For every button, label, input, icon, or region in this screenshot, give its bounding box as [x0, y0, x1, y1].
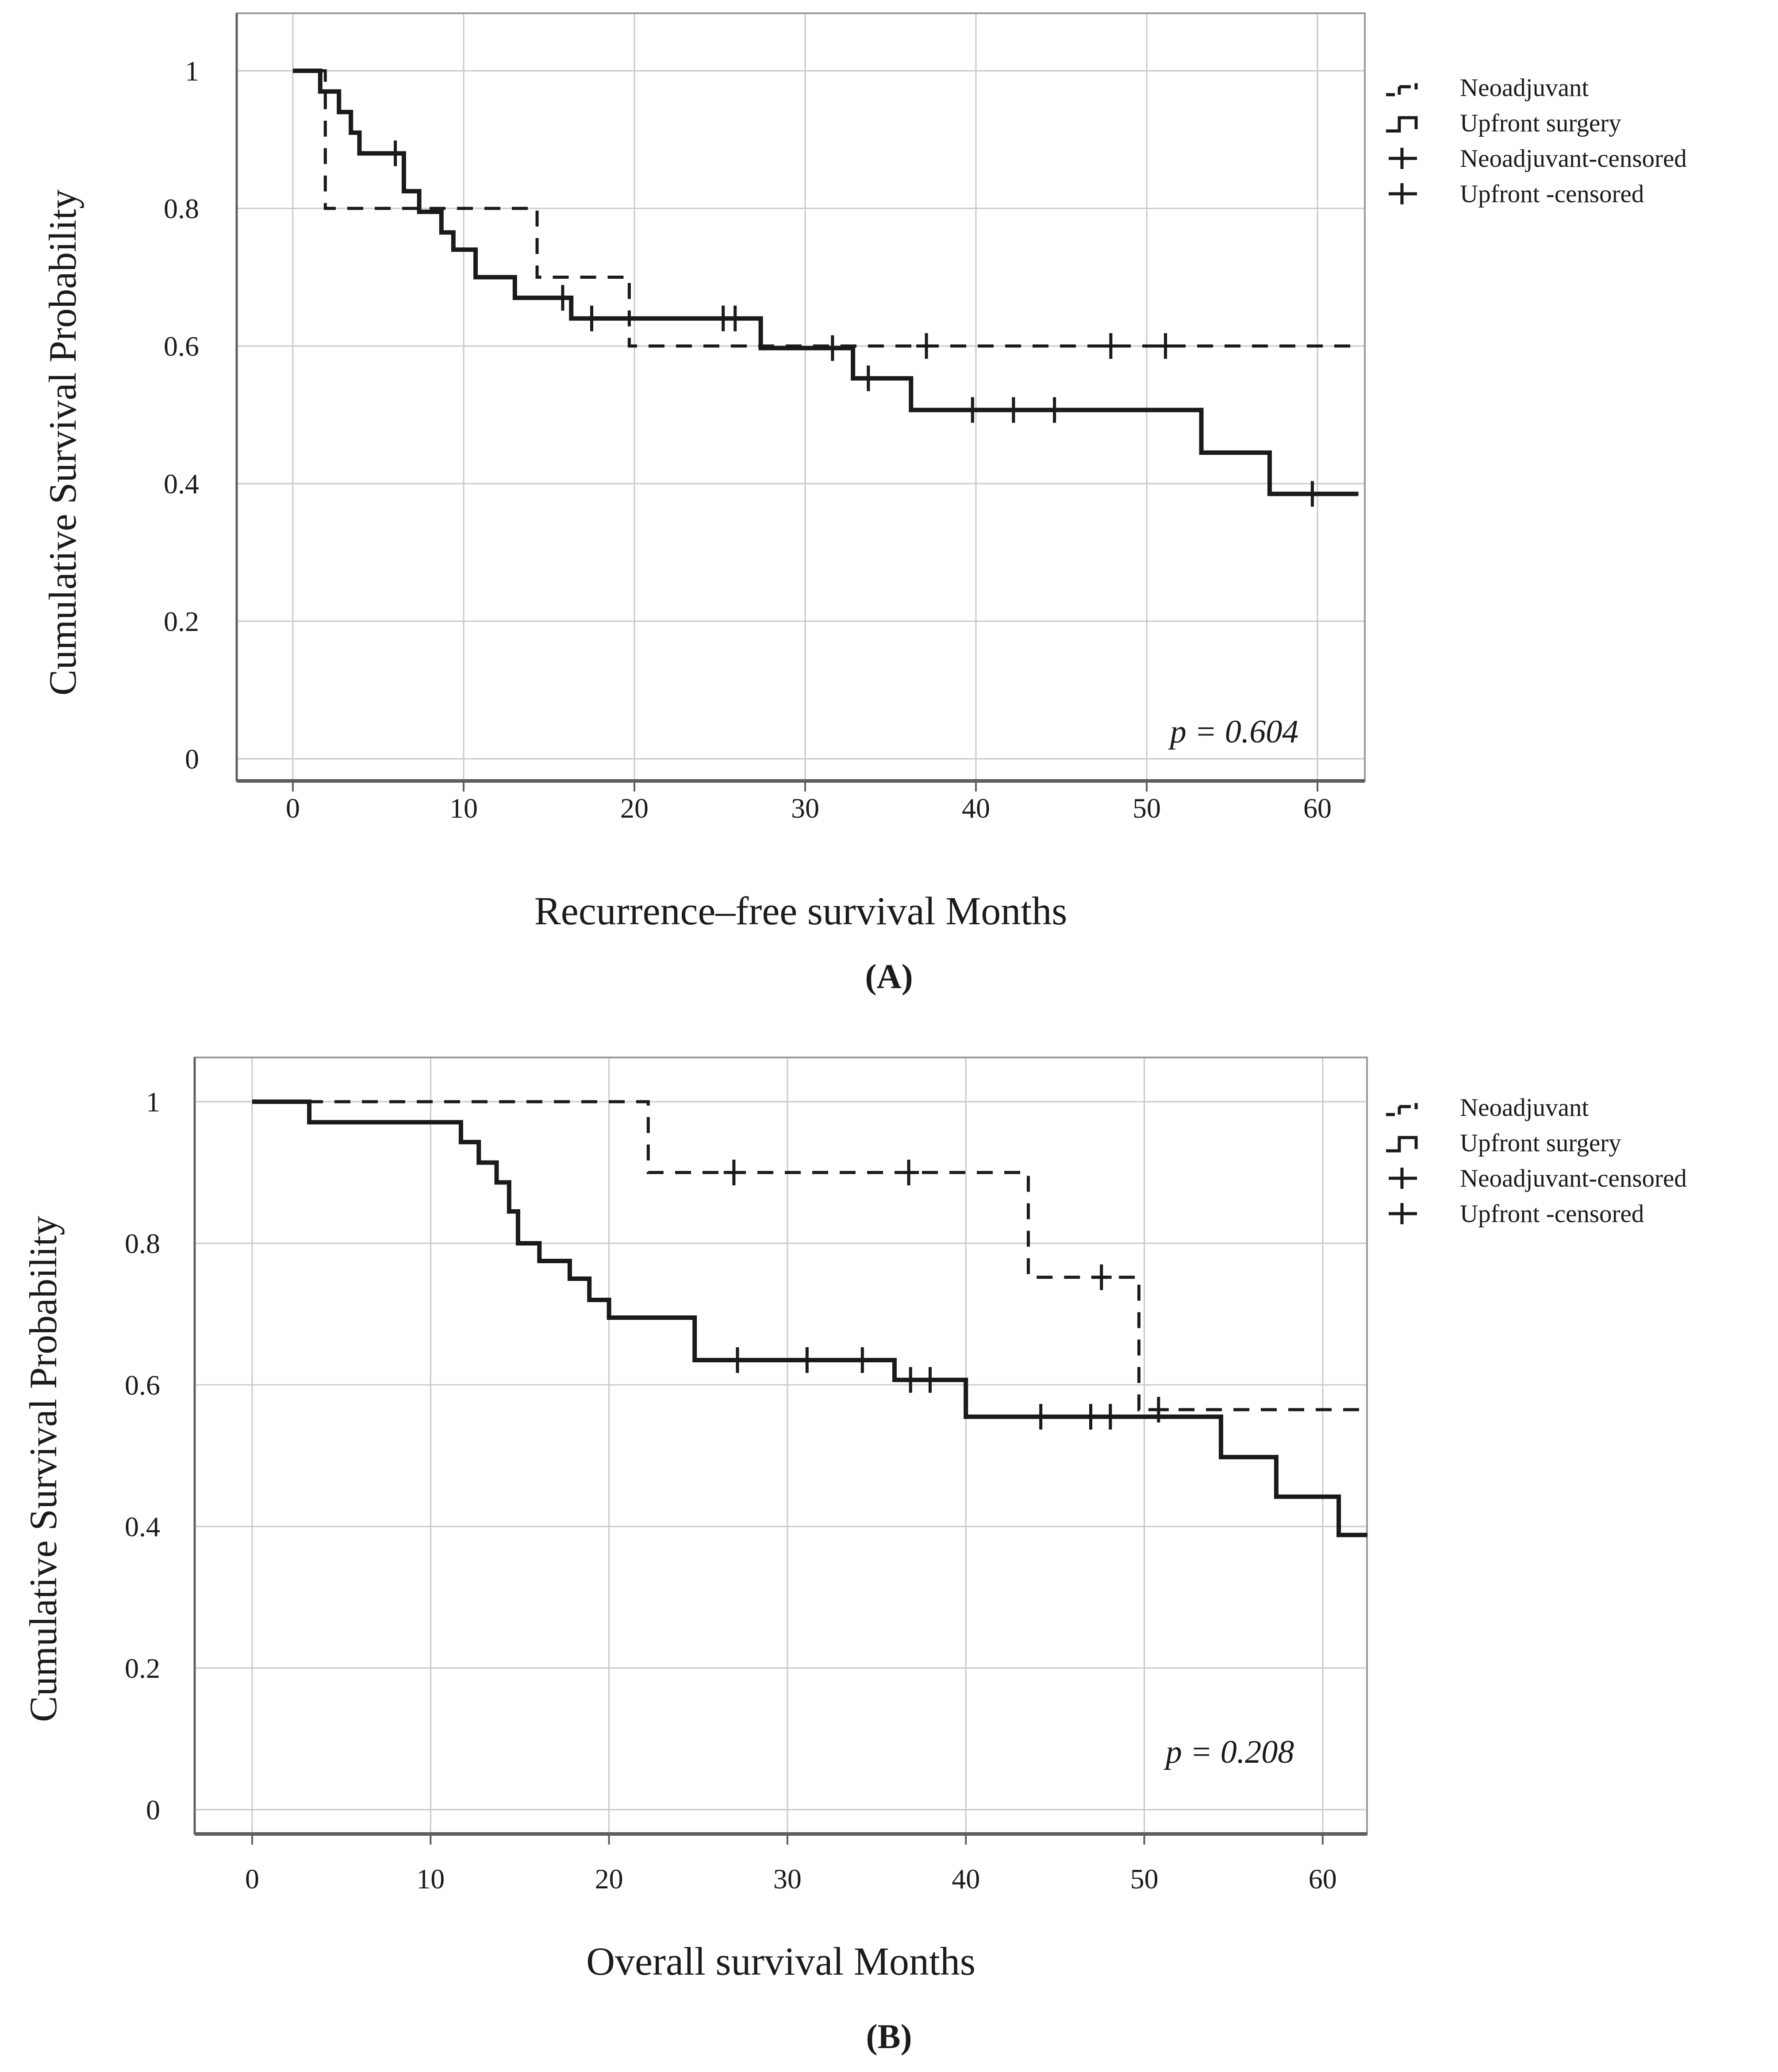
chart-B-plot: 0 10 20 30 40 50 60 1 0.8 0.6 0.4 0.2 0: [125, 1057, 1368, 1895]
y-tick-label: 0.8: [164, 193, 199, 224]
curve-B-neoadjuvant: [252, 1100, 1367, 1411]
legend-item-upfront-surgery: Upfront surgery: [1384, 1125, 1687, 1161]
y-tick-label: 0.2: [125, 1653, 160, 1684]
plus-cross-icon: [1384, 181, 1450, 207]
x-tick-labels: 0 10 20 30 40 50 60: [286, 792, 1332, 824]
x-tick-marks: [251, 1834, 1324, 1845]
y-tick-label: 1: [146, 1086, 160, 1118]
y-tick-label: 0.6: [164, 331, 199, 362]
x-tick-label: 20: [595, 1863, 623, 1895]
y-tick-label: 0: [146, 1794, 160, 1826]
panel-label-b: (B): [866, 2017, 912, 2056]
y-tick-label: 0.2: [164, 606, 199, 637]
p-value-annotation-b: p = 0.208: [1165, 1734, 1294, 1770]
legend-item-label: Upfront surgery: [1460, 109, 1621, 137]
legend-item-label: Neoadjuvant-censored: [1460, 144, 1687, 173]
censor-marks-A-upfront-surgery: [385, 140, 1323, 507]
x-tick-label: 20: [620, 792, 649, 824]
y-tick-label: 0: [185, 743, 199, 775]
legend-b: Neoadjuvant Upfront surgery Neoadjuvant-…: [1384, 1090, 1687, 1231]
x-tick-label: 60: [1303, 792, 1332, 824]
x-tick-label: 0: [286, 792, 300, 824]
censor-marks-B-neoadjuvant: [723, 1160, 1169, 1422]
censor-marks-B-upfront-surgery: [727, 1347, 1121, 1430]
gridlines: [195, 1057, 1367, 1834]
y-axis-label-b: Cumulative Survival Probability: [22, 1216, 65, 1722]
legend-item-label: Neoadjuvant: [1460, 1093, 1589, 1122]
y-tick-label: 0.4: [164, 468, 199, 500]
legend-item-upfront-censored: Upfront -censored: [1384, 1196, 1687, 1231]
legend-item-label: Upfront -censored: [1460, 180, 1644, 208]
curve-A-upfront-surgery: [293, 69, 1359, 496]
x-tick-label: 50: [1130, 1863, 1159, 1895]
dashed-step-line-icon: [1384, 74, 1450, 101]
legend-item-neoadjuvant-censored: Neoadjuvant-censored: [1384, 1161, 1687, 1196]
censor-marks-A-neoadjuvant: [916, 333, 1176, 359]
legend-item-neoadjuvant: Neoadjuvant: [1384, 70, 1687, 105]
y-axis-label-a: Cumulative Survival Probability: [42, 189, 84, 696]
plus-cross-icon: [1384, 1200, 1450, 1227]
x-tick-label: 30: [791, 792, 819, 824]
x-tick-label: 40: [962, 792, 990, 824]
x-tick-label: 0: [245, 1863, 259, 1895]
x-tick-marks: [292, 781, 1318, 792]
x-tick-label: 10: [416, 1863, 445, 1895]
legend-item-label: Neoadjuvant-censored: [1460, 1164, 1687, 1192]
legend-item-neoadjuvant-censored: Neoadjuvant-censored: [1384, 141, 1687, 176]
panel-label-a: (A): [865, 957, 913, 996]
x-tick-label: 40: [952, 1863, 980, 1895]
solid-step-line-icon: [1384, 1130, 1450, 1156]
legend-item-label: Upfront surgery: [1460, 1129, 1621, 1157]
solid-step-line-icon: [1384, 110, 1450, 136]
x-tick-label: 60: [1309, 1863, 1337, 1895]
p-value-annotation-a: p = 0.604: [1170, 714, 1299, 750]
plus-cross-icon: [1384, 145, 1450, 172]
x-axis-label-b: Overall survival Months: [586, 1940, 975, 1984]
x-tick-label: 10: [449, 792, 478, 824]
x-tick-label: 50: [1133, 792, 1161, 824]
plus-cross-icon: [1384, 1165, 1450, 1192]
curve-A-neoadjuvant: [293, 69, 1359, 348]
legend-a: Neoadjuvant Upfront surgery Neoadjuvant-…: [1384, 70, 1687, 211]
y-tick-label: 0.8: [125, 1228, 160, 1259]
dashed-step-line-icon: [1384, 1094, 1450, 1121]
x-tick-label: 30: [773, 1863, 802, 1895]
curve-B-upfront-surgery: [252, 1099, 1367, 1538]
y-tick-labels: 1 0.8 0.6 0.4 0.2 0: [164, 55, 199, 775]
y-tick-label: 1: [185, 55, 199, 87]
legend-item-label: Neoadjuvant: [1460, 73, 1589, 102]
chart-A-plot: 0 10 20 30 40 50 60 1 0.8 0.6 0.4 0.2 0: [164, 12, 1366, 824]
plot-frame: [236, 12, 1366, 782]
legend-item-label: Upfront -censored: [1460, 1199, 1644, 1228]
y-tick-label: 0.4: [125, 1511, 160, 1542]
legend-item-upfront-surgery: Upfront surgery: [1384, 105, 1687, 141]
gridlines: [237, 13, 1365, 781]
legend-item-upfront-censored: Upfront -censored: [1384, 176, 1687, 211]
x-tick-labels: 0 10 20 30 40 50 60: [245, 1863, 1337, 1895]
y-tick-label: 0.6: [125, 1369, 160, 1401]
legend-item-neoadjuvant: Neoadjuvant: [1384, 1090, 1687, 1125]
y-tick-labels: 1 0.8 0.6 0.4 0.2 0: [125, 1086, 160, 1826]
x-axis-label-a: Recurrence–free survival Months: [534, 889, 1068, 933]
plot-frame: [194, 1057, 1368, 1835]
